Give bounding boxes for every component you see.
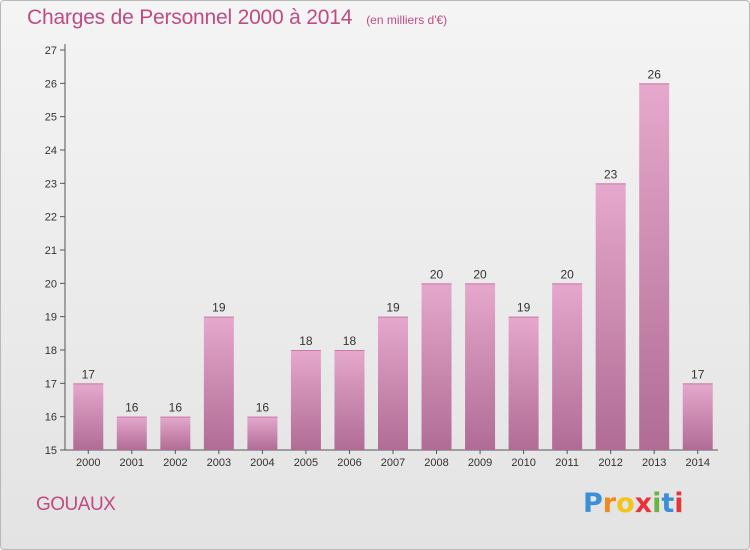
y-tick-label: 25 xyxy=(45,112,57,124)
bar xyxy=(116,416,147,450)
x-tick-label: 2004 xyxy=(250,457,274,469)
data-label: 23 xyxy=(604,167,618,181)
y-tick-label: 22 xyxy=(45,212,57,224)
y-tick-label: 27 xyxy=(45,45,57,57)
y-tick-label: 23 xyxy=(45,178,57,190)
y-tick-label: 15 xyxy=(45,445,57,457)
data-label: 18 xyxy=(343,334,357,348)
data-label: 20 xyxy=(560,267,574,281)
logo-letter: o xyxy=(616,488,635,519)
chart-subtitle: (en milliers d'€) xyxy=(366,13,448,27)
bar xyxy=(247,416,278,450)
data-label: 19 xyxy=(386,301,400,315)
bar xyxy=(508,316,539,450)
data-label: 19 xyxy=(212,301,226,315)
x-tick-label: 2011 xyxy=(555,457,579,469)
bar xyxy=(160,416,191,450)
x-tick-label: 2003 xyxy=(207,457,231,469)
y-tick-label: 16 xyxy=(45,412,57,424)
data-label: 16 xyxy=(125,401,139,415)
bar xyxy=(290,350,321,450)
bar xyxy=(552,283,583,450)
bar xyxy=(465,283,496,450)
y-tick-label: 18 xyxy=(45,345,57,357)
x-tick-label: 2006 xyxy=(337,457,361,469)
data-label: 26 xyxy=(648,67,662,81)
bar xyxy=(334,350,365,450)
bar xyxy=(378,316,408,450)
x-tick-label: 2012 xyxy=(598,457,622,469)
chart-title-text: Charges de Personnel 2000 à 2014 xyxy=(27,6,353,29)
proxiti-logo: Proxiti xyxy=(583,488,684,519)
commune-name: GOUAUX xyxy=(36,494,116,515)
data-label: 19 xyxy=(517,301,531,315)
bar xyxy=(682,383,713,450)
x-tick-label: 2000 xyxy=(76,457,100,469)
y-tick-label: 17 xyxy=(45,378,57,390)
y-tick-label: 24 xyxy=(45,145,57,157)
data-label: 20 xyxy=(473,267,487,281)
x-tick-label: 2001 xyxy=(120,457,144,469)
data-label: 17 xyxy=(82,367,96,381)
logo-letter: i xyxy=(674,488,684,519)
bar xyxy=(73,383,104,450)
data-label: 16 xyxy=(256,401,270,415)
data-label: 18 xyxy=(299,334,313,348)
chart-title: Charges de Personnel 2000 à 2014 (en mill… xyxy=(27,6,447,30)
data-label: 20 xyxy=(430,267,444,281)
y-tick-label: 20 xyxy=(45,278,57,290)
x-tick-label: 2014 xyxy=(685,457,709,469)
logo-letter: P xyxy=(583,488,603,519)
logo-letter: r xyxy=(602,488,617,519)
x-tick-label: 2013 xyxy=(642,457,666,469)
bar xyxy=(203,316,234,450)
x-tick-label: 2005 xyxy=(294,457,318,469)
y-tick-label: 21 xyxy=(45,245,57,257)
logo-letter: x xyxy=(634,488,653,519)
x-tick-label: 2008 xyxy=(424,457,448,469)
data-label: 17 xyxy=(691,367,705,381)
x-tick-label: 2007 xyxy=(381,457,405,469)
logo-letter: i xyxy=(652,488,662,519)
x-tick-label: 2009 xyxy=(468,457,492,469)
bar xyxy=(639,83,670,450)
logo-letter: t xyxy=(661,488,675,519)
y-tick-label: 26 xyxy=(45,78,57,90)
data-label: 16 xyxy=(169,401,183,415)
bar xyxy=(421,283,452,450)
x-tick-label: 2002 xyxy=(163,457,187,469)
y-tick-label: 19 xyxy=(45,312,57,324)
bar xyxy=(595,183,626,451)
x-tick-label: 2010 xyxy=(511,457,535,469)
